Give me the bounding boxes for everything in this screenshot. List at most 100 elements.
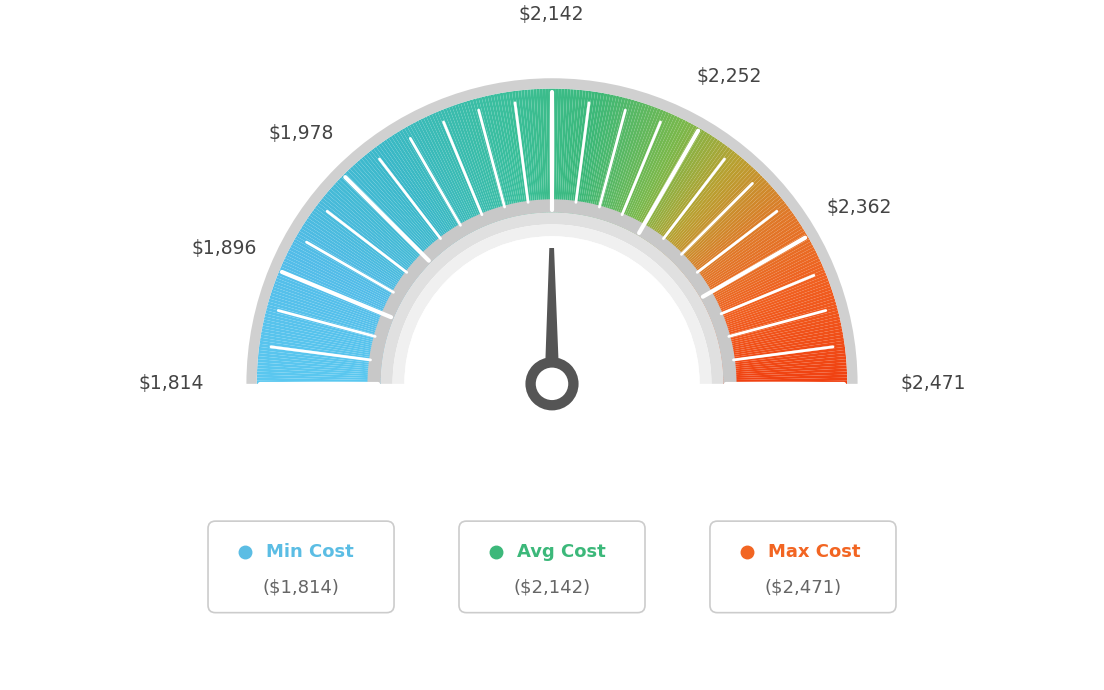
Wedge shape <box>608 105 652 223</box>
Wedge shape <box>577 92 598 215</box>
Wedge shape <box>306 218 411 289</box>
Text: $2,142: $2,142 <box>519 5 584 23</box>
Wedge shape <box>611 106 655 224</box>
Wedge shape <box>359 158 442 254</box>
Wedge shape <box>270 293 389 333</box>
Wedge shape <box>552 88 555 213</box>
Text: $2,471: $2,471 <box>901 375 966 393</box>
Wedge shape <box>624 115 678 229</box>
Wedge shape <box>429 114 482 228</box>
Wedge shape <box>716 304 837 339</box>
Wedge shape <box>379 143 453 245</box>
Wedge shape <box>265 310 386 343</box>
Wedge shape <box>524 90 538 213</box>
Wedge shape <box>410 124 471 234</box>
Wedge shape <box>660 155 740 252</box>
Wedge shape <box>721 341 845 361</box>
Wedge shape <box>257 365 381 375</box>
Wedge shape <box>490 95 518 217</box>
Wedge shape <box>369 150 447 250</box>
Wedge shape <box>561 89 571 213</box>
Wedge shape <box>257 375 381 380</box>
Wedge shape <box>267 304 388 339</box>
Wedge shape <box>578 92 602 215</box>
Wedge shape <box>620 113 672 228</box>
Wedge shape <box>668 166 754 259</box>
Wedge shape <box>521 90 535 213</box>
Wedge shape <box>267 302 388 338</box>
Wedge shape <box>481 97 513 217</box>
Wedge shape <box>722 350 846 366</box>
Wedge shape <box>627 118 683 230</box>
Wedge shape <box>354 162 438 257</box>
Text: $2,252: $2,252 <box>697 68 762 86</box>
Wedge shape <box>712 281 830 326</box>
Wedge shape <box>259 337 383 359</box>
Wedge shape <box>723 377 847 382</box>
Wedge shape <box>679 186 774 270</box>
Wedge shape <box>723 359 847 371</box>
Wedge shape <box>614 108 660 225</box>
Wedge shape <box>711 275 828 322</box>
Wedge shape <box>533 89 543 213</box>
Wedge shape <box>246 78 858 384</box>
Wedge shape <box>383 139 456 243</box>
Wedge shape <box>712 278 829 324</box>
Wedge shape <box>622 114 675 228</box>
Wedge shape <box>421 118 477 230</box>
Wedge shape <box>381 213 723 384</box>
Wedge shape <box>666 162 750 257</box>
Wedge shape <box>413 122 473 233</box>
Wedge shape <box>509 91 529 215</box>
Wedge shape <box>435 112 486 227</box>
Wedge shape <box>640 131 708 238</box>
Wedge shape <box>651 143 725 245</box>
Wedge shape <box>464 101 502 220</box>
Wedge shape <box>581 92 604 215</box>
Wedge shape <box>584 94 611 216</box>
Wedge shape <box>575 91 595 215</box>
Wedge shape <box>591 97 623 217</box>
Wedge shape <box>396 131 464 238</box>
Wedge shape <box>277 273 393 321</box>
Wedge shape <box>357 160 440 255</box>
Wedge shape <box>467 100 505 220</box>
Wedge shape <box>346 170 434 262</box>
Wedge shape <box>656 148 733 248</box>
Wedge shape <box>530 89 541 213</box>
Wedge shape <box>599 100 637 220</box>
Wedge shape <box>593 97 626 218</box>
Wedge shape <box>263 319 385 348</box>
FancyBboxPatch shape <box>710 521 896 613</box>
Wedge shape <box>258 347 382 364</box>
Wedge shape <box>269 295 389 335</box>
Wedge shape <box>373 147 450 248</box>
Wedge shape <box>352 164 437 258</box>
Wedge shape <box>325 193 422 275</box>
Text: ($2,471): ($2,471) <box>764 578 841 597</box>
FancyBboxPatch shape <box>208 521 394 613</box>
Wedge shape <box>502 92 526 215</box>
Wedge shape <box>558 89 564 213</box>
Wedge shape <box>723 375 847 380</box>
Wedge shape <box>692 215 796 288</box>
Wedge shape <box>257 356 382 370</box>
Wedge shape <box>682 193 779 275</box>
Wedge shape <box>317 203 416 280</box>
Wedge shape <box>720 326 842 352</box>
Wedge shape <box>595 98 628 219</box>
Wedge shape <box>722 353 846 368</box>
Wedge shape <box>455 104 498 222</box>
Wedge shape <box>645 136 715 242</box>
Wedge shape <box>452 105 496 223</box>
Wedge shape <box>528 90 540 213</box>
Wedge shape <box>700 236 809 299</box>
Wedge shape <box>612 107 658 224</box>
Wedge shape <box>587 95 616 217</box>
Wedge shape <box>643 133 710 239</box>
Text: ($1,814): ($1,814) <box>263 578 339 597</box>
Circle shape <box>526 357 578 411</box>
Wedge shape <box>404 236 700 384</box>
Wedge shape <box>559 89 567 213</box>
Wedge shape <box>602 101 640 220</box>
